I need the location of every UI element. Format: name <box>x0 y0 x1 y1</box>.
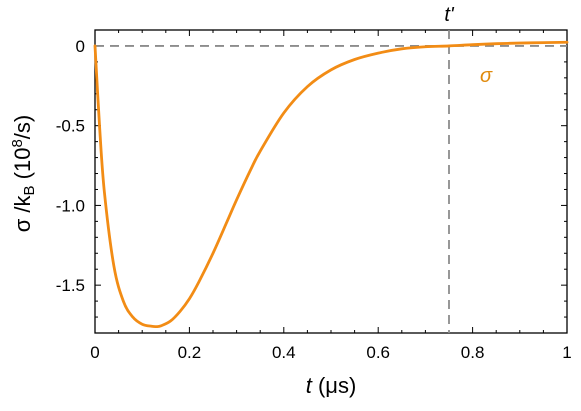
x-tick-label: 0.8 <box>461 343 485 362</box>
y-tick-label: -0.5 <box>56 117 85 136</box>
t-prime-label: t' <box>444 4 455 26</box>
tick-labels: 0 0.2 0.4 0.6 0.8 1 0 -0.5 -1.0 -1.5 <box>56 37 572 362</box>
y-axis-title-main: σ /k <box>10 194 35 232</box>
y-axis-title-unit-end: /s) <box>10 115 35 139</box>
y-axis-title-unit: (10 <box>10 148 35 186</box>
x-tick-label: 0 <box>90 343 99 362</box>
y-axis-title-sup: 8 <box>9 139 26 147</box>
series-line-sigma <box>93 40 569 329</box>
x-tick-label: 0.6 <box>366 343 390 362</box>
y-tick-label: -1.5 <box>56 276 85 295</box>
y-axis-title: σ /kB (108/s) <box>9 115 38 233</box>
x-tick-label: 0.4 <box>272 343 296 362</box>
axis-ticks <box>94 29 568 334</box>
y-tick-label: -1.0 <box>56 196 85 215</box>
x-tick-label: 1 <box>562 343 571 362</box>
x-axis-title-var: t <box>306 373 313 398</box>
series-label-sigma: σ <box>480 65 493 87</box>
x-tick-label: 0.2 <box>178 343 202 362</box>
x-axis-title: t (μs) <box>306 373 357 398</box>
x-axis-title-unit: (μs) <box>312 373 356 398</box>
y-tick-label: 0 <box>76 37 85 56</box>
plot-frame <box>94 29 568 334</box>
y-axis-title-sub: B <box>21 185 38 195</box>
